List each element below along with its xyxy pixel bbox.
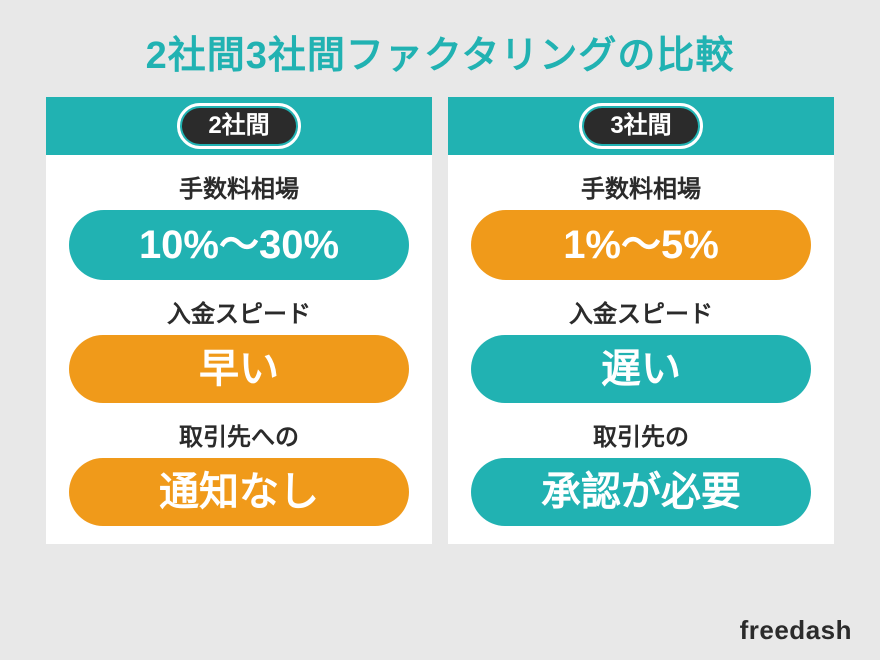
- panel-3sha: 3社間 手数料相場 1%〜5% 入金スピード 遅い 取引先の 承認が必要: [448, 97, 834, 544]
- panel-header: 2社間: [46, 97, 432, 155]
- pill-fee: 1%〜5%: [471, 210, 811, 280]
- section-fee: 手数料相場 1%〜5%: [448, 169, 834, 280]
- panel-header: 3社間: [448, 97, 834, 155]
- section-notice: 取引先への 通知なし: [46, 417, 432, 526]
- panel-badge: 3社間: [584, 108, 697, 145]
- pill-speed: 早い: [69, 335, 409, 403]
- section-label: 取引先への: [179, 417, 299, 452]
- pill-notice: 通知なし: [69, 458, 409, 526]
- section-speed: 入金スピード 早い: [46, 294, 432, 403]
- brand-logo: freedash: [740, 615, 852, 646]
- section-label: 手数料相場: [179, 169, 299, 204]
- section-speed: 入金スピード 遅い: [448, 294, 834, 403]
- pill-notice: 承認が必要: [471, 458, 811, 526]
- section-label: 手数料相場: [581, 169, 701, 204]
- section-label: 入金スピード: [167, 294, 311, 329]
- comparison-panels: 2社間 手数料相場 10%〜30% 入金スピード 早い 取引先への 通知なし 3…: [0, 97, 880, 544]
- pill-fee: 10%〜30%: [69, 210, 409, 280]
- pill-speed: 遅い: [471, 335, 811, 403]
- panel-badge: 2社間: [182, 108, 295, 145]
- badge-outer: 3社間: [579, 103, 702, 150]
- badge-outer: 2社間: [177, 103, 300, 150]
- section-label: 入金スピード: [569, 294, 713, 329]
- page-title: 2社間3社間ファクタリングの比較: [0, 0, 880, 97]
- section-label: 取引先の: [593, 417, 689, 452]
- panel-2sha: 2社間 手数料相場 10%〜30% 入金スピード 早い 取引先への 通知なし: [46, 97, 432, 544]
- section-fee: 手数料相場 10%〜30%: [46, 169, 432, 280]
- section-notice: 取引先の 承認が必要: [448, 417, 834, 526]
